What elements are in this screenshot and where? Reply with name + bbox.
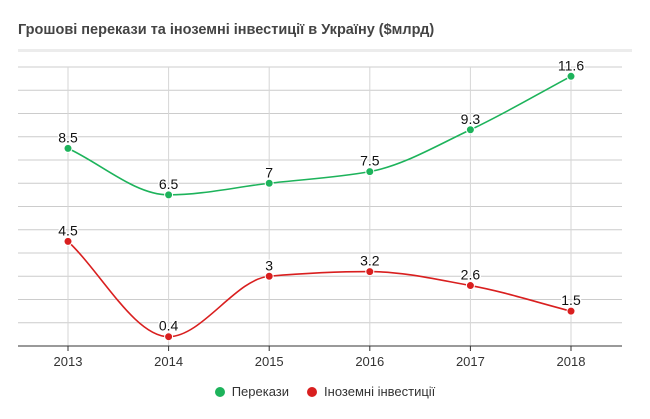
data-label: 7.5 <box>360 153 380 169</box>
chart-title: Грошові перекази та іноземні інвестиції … <box>18 22 435 38</box>
legend-label-investments: Іноземні інвестиції <box>324 384 436 399</box>
data-point[interactable] <box>63 236 73 246</box>
data-label: 3 <box>265 257 273 273</box>
legend-marker-investments <box>307 386 318 397</box>
legend-item-investments[interactable]: Іноземні інвестиції <box>307 384 435 399</box>
data-label: 2.6 <box>461 267 481 283</box>
x-tick-label: 2013 <box>54 354 83 369</box>
data-point[interactable] <box>264 178 274 188</box>
series-line-1 <box>67 240 572 338</box>
data-label: 1.5 <box>561 292 581 308</box>
legend: Перекази Іноземні інвестиції <box>0 384 650 399</box>
x-axis: 2013 2014 2015 2016 2017 2018 <box>18 345 622 369</box>
data-point[interactable] <box>264 271 274 281</box>
data-point[interactable] <box>566 306 576 316</box>
data-point[interactable] <box>465 281 475 291</box>
x-tick-label: 2017 <box>456 354 485 369</box>
data-label: 3.2 <box>360 253 380 269</box>
data-point[interactable] <box>465 125 475 135</box>
legend-marker-remittances <box>214 386 225 397</box>
data-label: 9.3 <box>461 111 481 127</box>
gridlines <box>18 66 622 346</box>
data-label: 7 <box>265 164 273 180</box>
series-lines <box>63 71 576 342</box>
series-line-0 <box>67 75 572 196</box>
data-point[interactable] <box>63 143 73 153</box>
x-tick-label: 2016 <box>355 354 384 369</box>
data-point[interactable] <box>164 332 174 342</box>
title-divider <box>18 49 632 52</box>
legend-label-remittances: Перекази <box>231 384 290 399</box>
legend-item-remittances[interactable]: Перекази <box>214 384 290 399</box>
x-tick-label: 2015 <box>255 354 284 369</box>
data-label: 4.5 <box>58 222 78 238</box>
x-tick-label: 2018 <box>557 354 586 369</box>
data-point[interactable] <box>365 167 375 177</box>
data-label: 11.6 <box>558 57 584 73</box>
x-tick-label: 2014 <box>154 354 183 369</box>
line-chart: 2013 2014 2015 2016 2017 2018 8.5 6.5 7 7.5 9.3 11… <box>18 56 622 369</box>
data-label: 6.5 <box>159 176 179 192</box>
data-point[interactable] <box>365 267 375 277</box>
data-label: 0.4 <box>159 318 179 334</box>
data-labels: 8.5 6.5 7 7.5 9.3 11.6 4.5 0.4 3 3.2 2.6 1.5 <box>57 56 586 335</box>
data-label: 8.5 <box>58 129 78 145</box>
data-point[interactable] <box>566 71 576 81</box>
data-point[interactable] <box>164 190 174 200</box>
